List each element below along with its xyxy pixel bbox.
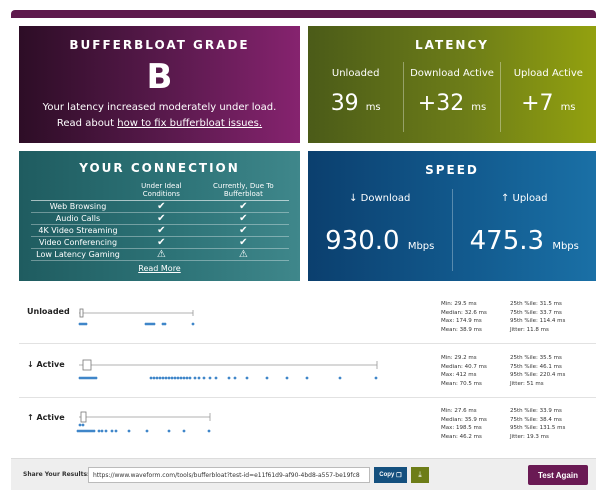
- warning-icon: ⚠: [125, 248, 198, 261]
- table-row: Low Latency Gaming ⚠ ⚠: [31, 248, 289, 261]
- grade-read-about: Read about how to fix bufferbloat issues…: [19, 118, 300, 129]
- download-value: 930.0: [325, 226, 400, 256]
- stats-left: Min: 29.2 ms Median: 40.7 ms Max: 412 ms…: [441, 355, 487, 387]
- stats-left: Min: 29.5 ms Median: 32.6 ms Max: 174.9 …: [441, 301, 487, 333]
- latency-label: Upload Active: [513, 68, 583, 79]
- col-current-header: Currently, Due To Bufferbloat: [197, 182, 289, 201]
- copy-button[interactable]: Copy ❐: [374, 467, 407, 483]
- latency-download-active: Download Active +32 ms: [404, 62, 501, 132]
- read-about-prefix: Read about: [56, 118, 118, 129]
- check-icon: ✔: [197, 224, 289, 237]
- latency-title: LATENCY: [415, 38, 489, 52]
- grade-description: Your latency increased moderately under …: [42, 102, 277, 113]
- download-icon: ⤓: [418, 470, 422, 479]
- unloaded-boxplot: [78, 308, 195, 326]
- grade-title: BUFFERBLOAT GRADE: [69, 38, 250, 52]
- check-icon: ✔: [125, 200, 198, 213]
- check-icon: ✔: [125, 212, 198, 225]
- check-icon: ✔: [125, 224, 198, 237]
- divider: [19, 397, 596, 398]
- latency-value: +7 ms: [521, 91, 576, 116]
- speed-unit: Mbps: [407, 241, 435, 252]
- upload-value: 475.3: [469, 226, 545, 256]
- table-row: 4K Video Streaming ✔ ✔: [31, 224, 289, 237]
- connection-table: Under Ideal Conditions Currently, Due To…: [31, 182, 289, 261]
- download-button[interactable]: ⤓: [411, 467, 429, 483]
- top-accent-bar: [11, 10, 596, 18]
- stats-right: 25th %ile: 31.5 ms 75th %ile: 33.7 ms 95…: [510, 301, 566, 333]
- upload-label: ↑ Upload: [500, 193, 548, 204]
- share-label: Share Your Results:: [23, 471, 90, 478]
- stats-right: 25th %ile: 33.9 ms 75th %ile: 38.4 ms 95…: [510, 408, 566, 440]
- speed-panel: SPEED ↓ Download 930.0 Mbps ↑ Upload 475…: [308, 151, 596, 281]
- plot-label: ↑ Active: [27, 413, 65, 422]
- latency-panel: LATENCY Unloaded 39 ms Download Active +…: [308, 26, 596, 143]
- plot-label: ↓ Active: [27, 360, 65, 369]
- table-row: Video Conferencing ✔ ✔: [31, 236, 289, 249]
- speed-title: SPEED: [425, 163, 479, 177]
- plot-unloaded: Unloaded Min: 29.5 ms Median: 32.6 ms Ma…: [19, 292, 596, 344]
- table-row: Web Browsing ✔ ✔: [31, 200, 289, 213]
- table-row: Audio Calls ✔ ✔: [31, 212, 289, 225]
- grade-panel: BUFFERBLOAT GRADE B Your latency increas…: [19, 26, 300, 143]
- upload-boxplot: [76, 411, 211, 433]
- check-icon: ✔: [197, 212, 289, 225]
- read-more-link[interactable]: Read More: [138, 264, 181, 273]
- plot-upload-active: ↑ Active Min: 27.6 ms Median: 35.9 ms Ma…: [19, 403, 596, 455]
- latency-label: Download Active: [410, 68, 494, 79]
- stats-left: Min: 27.6 ms Median: 35.9 ms Max: 198.5 …: [441, 408, 487, 440]
- copy-icon: ❐: [396, 472, 402, 479]
- download-speed: ↓ Download 930.0 Mbps: [308, 189, 453, 271]
- grade-letter: B: [146, 57, 173, 97]
- check-icon: ✔: [125, 236, 198, 249]
- latency-unloaded: Unloaded 39 ms: [308, 62, 405, 132]
- latency-upload-active: Upload Active +7 ms: [501, 62, 596, 132]
- download-label: ↓ Download: [349, 193, 411, 204]
- connection-title: YOUR CONNECTION: [79, 161, 240, 175]
- share-bar: Share Your Results: https://www.waveform…: [11, 458, 596, 490]
- latency-value: +32 ms: [417, 91, 487, 116]
- col-ideal-header: Under Ideal Conditions: [125, 182, 198, 201]
- check-icon: ✔: [197, 200, 289, 213]
- fix-bufferbloat-link[interactable]: how to fix bufferbloat issues.: [117, 118, 263, 129]
- download-boxplot: [78, 359, 378, 380]
- latency-label: Unloaded: [331, 68, 380, 79]
- speed-unit: Mbps: [552, 241, 579, 252]
- upload-speed: ↑ Upload 475.3 Mbps: [453, 189, 597, 271]
- warning-icon: ⚠: [197, 248, 289, 261]
- test-again-button[interactable]: Test Again: [528, 465, 588, 485]
- plot-label: Unloaded: [27, 307, 70, 316]
- check-icon: ✔: [197, 236, 289, 249]
- plot-download-active: ↓ Active Min: 29.2 ms Median: 40.7 ms Ma…: [19, 350, 596, 402]
- divider: [19, 343, 596, 344]
- share-url-field[interactable]: https://www.waveform.com/tools/bufferblo…: [88, 467, 370, 483]
- latency-value: 39 ms: [330, 91, 381, 116]
- connection-panel: YOUR CONNECTION Under Ideal Conditions C…: [19, 151, 300, 281]
- stats-right: 25th %ile: 35.5 ms 75th %ile: 46.1 ms 95…: [510, 355, 566, 387]
